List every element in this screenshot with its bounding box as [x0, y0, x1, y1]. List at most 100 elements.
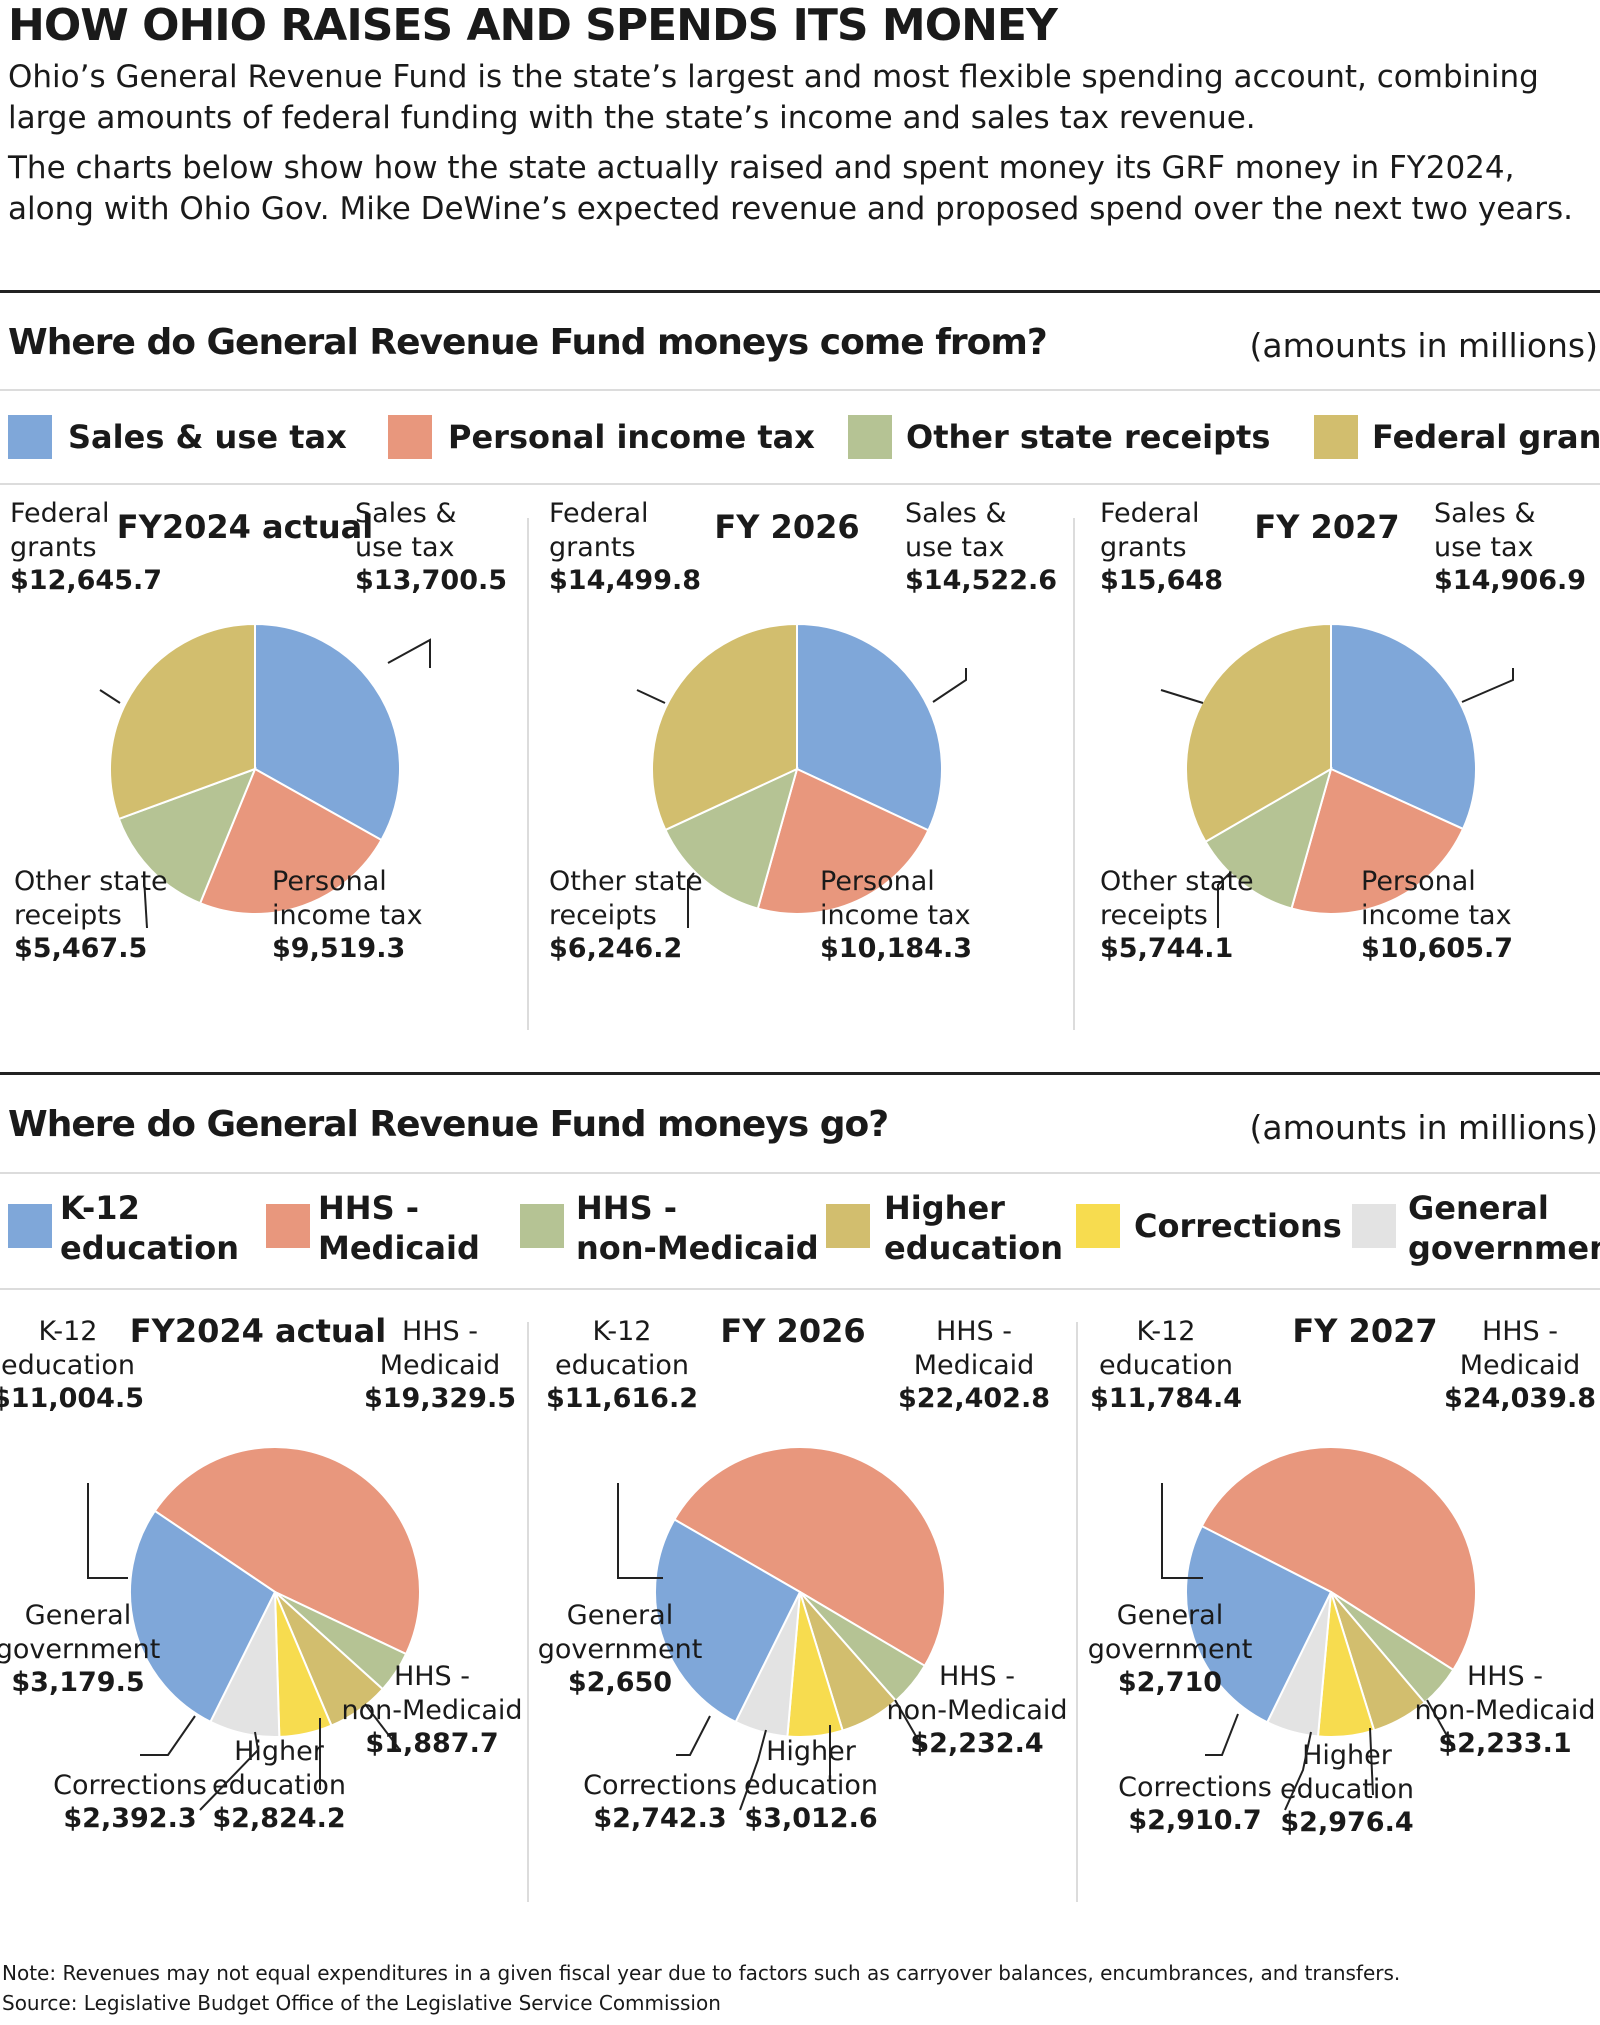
legend-swatch-general-gov	[1352, 1204, 1396, 1248]
revenue-fy2027-label-federal-grants: Federal grants $15,648	[1100, 498, 1223, 596]
legend-label-non-medicaid: HHS - non-Medicaid	[576, 1189, 819, 1267]
spending-fy2026-leader-general-government	[676, 1715, 711, 1756]
revenue-fy2026-label-sales-use-tax: Sales & use tax $14,522.6	[905, 498, 1057, 596]
spending-fy2027-leader-corrections	[1284, 1731, 1312, 1811]
revenue-fy2024-leader-federal-grants	[99, 689, 121, 704]
spending-fy2024-label-corrections: Corrections $2,392.3	[53, 1770, 207, 1834]
legend-swatch-k12	[8, 1204, 52, 1248]
spending-fy2024-leader-k-12-education	[87, 1483, 128, 1579]
legend-swatch-sales-tax	[8, 415, 52, 459]
intro-paragraph-1: Ohio’s General Revenue Fund is the state…	[8, 59, 1539, 136]
spending-fy2024-leader-corrections	[199, 1731, 260, 1811]
legend-label-higher-ed: Higher education	[884, 1189, 1063, 1267]
revenue-fy2026-label-federal-grants: Federal grants $14,499.8	[549, 498, 701, 596]
spending-fy2024-label-general-government: General government $3,179.5	[0, 1600, 160, 1698]
legend-label-corrections: Corrections	[1134, 1207, 1342, 1245]
spending-fy2024-label-higher-education: Higher education $2,824.2	[212, 1736, 346, 1834]
legend-label-other-receipts: Other state receipts	[906, 418, 1271, 456]
revenue-fy2026-chart-title: FY 2026	[714, 508, 859, 546]
column-divider	[527, 518, 529, 1030]
legend-swatch-other-receipts	[848, 415, 892, 459]
footnote: Note: Revenues may not equal expenditure…	[2, 1958, 1400, 2018]
revenue-section-title: Where do General Revenue Fund moneys com…	[8, 322, 1048, 363]
revenue-fy2027-label-other-state-receipts: Other state receipts $5,744.1	[1100, 866, 1254, 964]
revenue-fy2027-slice-federal-grants	[1185, 622, 1332, 844]
spending-fy2027-leader-general-government	[1205, 1713, 1239, 1756]
revenue-fy2026-slice-federal-grants	[651, 622, 798, 832]
revenue-fy2024-slice-federal-grants	[109, 622, 256, 821]
revenue-fy2026-slice-personal-income-tax	[756, 767, 930, 915]
spending-fy2026-chart-title: FY 2026	[720, 1312, 865, 1350]
spending-fy2024-leader-hhs-non-medicaid	[364, 1703, 401, 1751]
spending-fy2027-chart-title: FY 2027	[1292, 1312, 1437, 1350]
revenue-fy2024-slice-personal-income-tax	[198, 767, 383, 915]
revenue-fy2026-leader-other-state-receipts	[687, 872, 695, 928]
revenue-fy2024-label-federal-grants: Federal grants $12,645.7	[10, 498, 162, 596]
spending-section-title: Where do General Revenue Fund moneys go?	[8, 1104, 889, 1145]
spending-fy2024-slice-hhs-medicaid	[153, 1446, 421, 1656]
revenue-fy2027-label-sales-use-tax: Sales & use tax $14,906.9	[1434, 498, 1586, 596]
legend-label-income-tax: Personal income tax	[448, 418, 815, 456]
revenue-fy2024-slice-sales-use-tax	[254, 622, 401, 842]
revenue-fy2024-chart-title: FY2024 actual	[117, 508, 373, 546]
column-divider	[1076, 1322, 1078, 1902]
revenue-fy2024-leader-sales-use-tax	[387, 638, 431, 668]
intro-paragraph-2: The charts below show how the state actu…	[8, 150, 1574, 227]
source-text: Source: Legislative Budget Office of the…	[2, 1991, 721, 2015]
spending-fy2027-label-corrections: Corrections $2,910.7	[1118, 1772, 1272, 1836]
legend-label-sales-tax: Sales & use tax	[68, 418, 347, 456]
column-divider	[527, 1322, 529, 1902]
spending-fy2026-slice-k-12-education	[654, 1518, 802, 1724]
divider	[0, 1288, 1600, 1290]
spending-fy2026-leader-hhs-non-medicaid	[894, 1699, 925, 1751]
spending-fy2024-label-k-12-education: K-12 education $11,004.5	[0, 1316, 144, 1414]
revenue-fy2024-label-personal-income-tax: Personal income tax $9,519.3	[272, 866, 423, 964]
revenue-fy2027-leader-other-state-receipts	[1217, 872, 1231, 928]
revenue-fy2026-leader-federal-grants	[636, 689, 666, 704]
spending-fy2024-slice-k-12-education	[129, 1509, 277, 1724]
spending-fy2027-leader-hhs-non-medicaid	[1426, 1699, 1456, 1751]
spending-fy2027-label-hhs-non-medicaid: HHS -non-Medicaid $2,233.1	[1414, 1661, 1595, 1759]
legend-label-federal-grants: Federal grants	[1372, 418, 1600, 456]
revenue-fy2026-label-other-state-receipts: Other state receipts $6,246.2	[549, 866, 703, 964]
revenue-fy2027-slice-other-state-receipts	[1204, 766, 1333, 910]
spending-fy2026-label-hhs-medicaid: HHS -Medicaid $22,402.8	[898, 1316, 1050, 1414]
page-title: HOW OHIO RAISES AND SPENDS ITS MONEY	[8, 0, 1058, 51]
legend-label-k12: K-12 education	[60, 1189, 239, 1267]
divider	[0, 389, 1600, 391]
revenue-fy2024-slice-other-state-receipts	[117, 767, 257, 905]
spending-fy2027-label-hhs-medicaid: HHS -Medicaid $24,039.8	[1444, 1316, 1596, 1414]
legend-swatch-corrections	[1076, 1204, 1120, 1248]
spending-fy2024-chart-title: FY2024 actual	[130, 1312, 386, 1350]
legend-swatch-income-tax	[388, 415, 432, 459]
legend-swatch-federal-grants	[1314, 415, 1358, 459]
spending-fy2027-label-general-government: General government $2,710	[1088, 1600, 1253, 1698]
revenue-fy2027-leader-sales-use-tax	[1461, 668, 1514, 703]
revenue-fy2026-slice-other-state-receipts	[664, 767, 799, 910]
spending-fy2027-slice-hhs-medicaid	[1200, 1446, 1477, 1672]
revenue-units-note: (amounts in millions)	[1249, 326, 1598, 365]
divider	[0, 1172, 1600, 1174]
spending-fy2026-label-higher-education: Higher education $3,012.6	[744, 1736, 878, 1834]
section-divider	[0, 290, 1600, 293]
spending-fy2027-label-k-12-education: K-12 education $11,784.4	[1090, 1316, 1242, 1414]
note-text: Note: Revenues may not equal expenditure…	[2, 1961, 1401, 1985]
revenue-fy2027-leader-federal-grants	[1160, 689, 1204, 704]
spending-fy2026-leader-k-12-education	[617, 1483, 663, 1579]
section-divider	[0, 1072, 1600, 1075]
column-divider	[1073, 518, 1075, 1030]
spending-fy2027-slice-k-12-education	[1185, 1524, 1333, 1724]
spending-fy2026-label-general-government: General government $2,650	[538, 1600, 703, 1698]
revenue-fy2024-label-sales-use-tax: Sales & use tax $13,700.5	[355, 498, 507, 596]
revenue-fy2027-slice-sales-use-tax	[1330, 622, 1477, 831]
spending-fy2027-leader-higher-education	[1369, 1727, 1374, 1796]
spending-fy2027-label-higher-education: Higher education $2,976.4	[1280, 1740, 1414, 1838]
revenue-fy2027-label-personal-income-tax: Personal income tax $10,605.7	[1361, 866, 1513, 964]
legend-swatch-medicaid	[266, 1204, 310, 1248]
legend-swatch-higher-ed	[826, 1204, 870, 1248]
spending-units-note: (amounts in millions)	[1249, 1108, 1598, 1147]
spending-fy2026-label-corrections: Corrections $2,742.3	[583, 1770, 737, 1834]
spending-fy2026-label-hhs-non-medicaid: HHS -non-Medicaid $2,232.4	[886, 1661, 1067, 1759]
